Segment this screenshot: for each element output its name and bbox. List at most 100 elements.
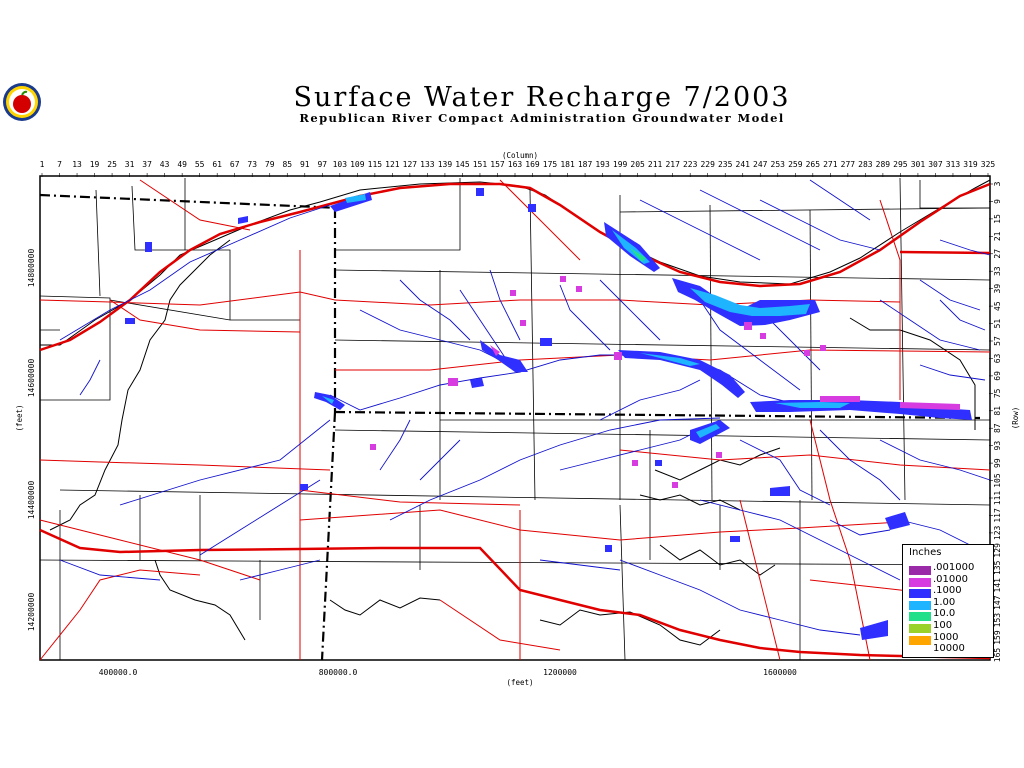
- column-tick: 301: [911, 160, 926, 169]
- column-tick: 115: [368, 160, 383, 169]
- column-tick: 127: [403, 160, 418, 169]
- y-axis-label: (feet): [15, 404, 24, 431]
- row-tick: 69: [993, 371, 1002, 381]
- row-tick: 33: [993, 266, 1002, 276]
- column-tick: 151: [473, 160, 488, 169]
- roads: [39, 179, 991, 661]
- column-tick: 7: [57, 160, 62, 169]
- column-tick: 145: [455, 160, 470, 169]
- row-tick: 39: [993, 284, 1002, 294]
- legend-swatch: [909, 589, 931, 599]
- legend-label: 10.0: [933, 608, 956, 620]
- column-tick: 199: [613, 160, 628, 169]
- x-coord-label: 1200000: [543, 668, 577, 677]
- column-tick: 307: [928, 160, 943, 169]
- column-tick: 211: [648, 160, 663, 169]
- legend-swatch: [909, 612, 931, 622]
- row-tick: 93: [993, 441, 1002, 451]
- row-tick: 105: [993, 473, 1002, 488]
- row-tick: 141: [993, 578, 1002, 593]
- map-subtitle: Republican River Compact Administration …: [299, 111, 785, 125]
- row-tick: 9: [993, 199, 1002, 204]
- row-tick: 21: [993, 231, 1002, 241]
- legend-label: 1.00: [933, 596, 956, 608]
- column-tick: 139: [438, 160, 453, 169]
- row-tick: 75: [993, 388, 1002, 398]
- column-tick: 91: [300, 160, 310, 169]
- column-tick: 55: [195, 160, 205, 169]
- legend-swatch: [909, 600, 931, 610]
- x-coord-label: 1600000: [763, 668, 797, 677]
- column-tick: 241: [736, 160, 751, 169]
- map-frame: [39, 175, 991, 661]
- map-title: Surface Water Recharge 7/2003: [293, 82, 791, 113]
- column-tick: 31: [125, 160, 135, 169]
- legend-title: Inches: [909, 547, 942, 558]
- legend-label: .001000: [933, 562, 975, 573]
- row-tick: 57: [993, 336, 1002, 346]
- column-tick: 259: [788, 160, 803, 169]
- column-tick: 253: [771, 160, 786, 169]
- row-tick: 165: [993, 648, 1002, 663]
- row-tick: 27: [993, 249, 1002, 259]
- row-tick: 153: [993, 613, 1002, 628]
- column-tick: 37: [142, 160, 152, 169]
- column-tick: 1: [40, 160, 45, 169]
- column-tick: 181: [560, 160, 575, 169]
- row-tick: 135: [993, 560, 1002, 575]
- column-tick: 175: [543, 160, 558, 169]
- row-tick: 51: [993, 319, 1002, 329]
- column-tick: 187: [578, 160, 593, 169]
- column-tick: 97: [317, 160, 327, 169]
- y-coord-label: 14800000: [27, 249, 36, 288]
- column-tick-labels: 1 7 13 19 25 31 37 43 49 55 61 67 73 79 85 91 97 103 109 11…: [40, 160, 996, 177]
- row-tick: 123: [993, 525, 1002, 540]
- column-tick: 313: [946, 160, 961, 169]
- apple-seal-logo: [2, 82, 42, 122]
- row-axis-label: (Row): [1011, 407, 1020, 430]
- row-tick: 63: [993, 353, 1002, 363]
- x-coord-label: 400000.0: [99, 668, 138, 677]
- y-coord-label: 14400000: [27, 481, 36, 520]
- column-tick: 43: [160, 160, 170, 169]
- row-tick: 99: [993, 458, 1002, 468]
- legend-label: .1000: [933, 585, 962, 597]
- column-tick: 49: [177, 160, 187, 169]
- column-tick: 277: [841, 160, 856, 169]
- column-tick: 265: [806, 160, 821, 169]
- column-tick: 235: [718, 160, 733, 169]
- legend-swatch: [909, 624, 931, 633]
- row-tick: 81: [993, 406, 1002, 416]
- legend: Inches .001000.01000.1000 1.00 10.0 100 1000…: [902, 544, 994, 658]
- legend-swatch: [909, 635, 931, 645]
- y-coord-label: 14200000: [27, 593, 36, 632]
- column-tick: 217: [665, 160, 680, 169]
- state-boundaries: [39, 193, 981, 661]
- column-tick: 67: [230, 160, 240, 169]
- legend-label: 100: [933, 620, 953, 631]
- column-tick: 325: [981, 160, 996, 169]
- row-tick: 45: [993, 301, 1002, 311]
- row-tick: 111: [993, 491, 1002, 506]
- row-tick-labels: 3915212733394551576369758187939910511111…: [989, 181, 1002, 662]
- legend-label: .01000: [933, 573, 968, 585]
- column-tick: 205: [630, 160, 645, 169]
- column-tick: 223: [683, 160, 698, 169]
- row-tick: 15: [993, 214, 1002, 224]
- county-boundaries: [39, 177, 991, 661]
- y-coord-label: 14600000: [27, 359, 36, 398]
- column-tick: 169: [525, 160, 540, 169]
- column-tick: 229: [700, 160, 715, 169]
- column-tick: 85: [282, 160, 292, 169]
- legend-label: 1000: [933, 631, 959, 643]
- column-tick: 103: [333, 160, 348, 169]
- column-tick: 283: [858, 160, 873, 169]
- column-tick: 289: [876, 160, 891, 169]
- recharge-cells: [125, 188, 972, 640]
- column-tick: 295: [893, 160, 908, 169]
- column-tick: 61: [212, 160, 222, 169]
- column-tick: 193: [595, 160, 610, 169]
- row-tick: 3: [993, 181, 1002, 186]
- column-tick: 121: [385, 160, 400, 169]
